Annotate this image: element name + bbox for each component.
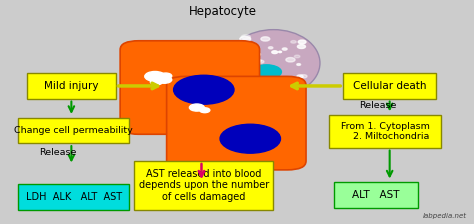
- Circle shape: [200, 108, 210, 113]
- FancyBboxPatch shape: [120, 41, 260, 134]
- Circle shape: [255, 86, 264, 90]
- Circle shape: [283, 48, 287, 50]
- Text: Release: Release: [359, 101, 397, 110]
- Circle shape: [268, 47, 273, 49]
- Circle shape: [291, 41, 296, 43]
- Circle shape: [252, 65, 282, 79]
- FancyBboxPatch shape: [334, 182, 418, 208]
- Circle shape: [286, 58, 295, 62]
- Circle shape: [293, 77, 297, 80]
- Circle shape: [245, 78, 248, 80]
- Circle shape: [244, 69, 254, 74]
- FancyBboxPatch shape: [329, 115, 441, 148]
- Circle shape: [257, 60, 264, 63]
- Text: LDH  ALK   ALT  AST: LDH ALK ALT AST: [26, 192, 122, 202]
- Circle shape: [238, 61, 245, 64]
- FancyBboxPatch shape: [18, 118, 129, 143]
- Circle shape: [220, 124, 281, 153]
- FancyBboxPatch shape: [343, 73, 436, 99]
- Circle shape: [273, 66, 276, 68]
- Text: Hepatocyte: Hepatocyte: [188, 5, 256, 18]
- Circle shape: [275, 85, 283, 89]
- Circle shape: [145, 71, 165, 81]
- Circle shape: [257, 60, 261, 62]
- Circle shape: [150, 79, 163, 85]
- Circle shape: [278, 81, 283, 84]
- Circle shape: [237, 44, 246, 48]
- Circle shape: [288, 77, 298, 82]
- Circle shape: [241, 35, 250, 39]
- Circle shape: [245, 61, 256, 66]
- Circle shape: [247, 62, 250, 64]
- Circle shape: [240, 37, 251, 42]
- Circle shape: [257, 70, 265, 75]
- Circle shape: [261, 37, 270, 41]
- Circle shape: [239, 72, 249, 77]
- Circle shape: [288, 84, 294, 87]
- Circle shape: [253, 84, 258, 87]
- Text: Cellular death: Cellular death: [353, 81, 427, 91]
- Circle shape: [294, 55, 300, 58]
- Circle shape: [297, 75, 303, 78]
- FancyBboxPatch shape: [18, 184, 129, 210]
- Circle shape: [272, 51, 278, 54]
- Ellipse shape: [227, 30, 320, 96]
- Circle shape: [300, 75, 307, 78]
- Circle shape: [271, 77, 282, 82]
- Text: AST released into blood
depends upon the number
of cells damaged: AST released into blood depends upon the…: [139, 169, 269, 202]
- Circle shape: [249, 81, 253, 82]
- Text: Release: Release: [39, 148, 76, 157]
- Circle shape: [160, 73, 172, 79]
- Circle shape: [279, 51, 282, 53]
- Text: labpedia.net: labpedia.net: [422, 213, 466, 219]
- Circle shape: [297, 64, 301, 65]
- Circle shape: [173, 75, 234, 104]
- Circle shape: [157, 76, 172, 83]
- FancyBboxPatch shape: [167, 76, 306, 170]
- Text: ALT   AST: ALT AST: [352, 190, 400, 200]
- Text: Mild injury: Mild injury: [44, 81, 99, 91]
- Circle shape: [240, 54, 246, 57]
- Circle shape: [255, 53, 261, 56]
- Circle shape: [190, 104, 204, 111]
- Circle shape: [251, 65, 261, 69]
- Text: Change cell permeability: Change cell permeability: [14, 126, 133, 135]
- FancyBboxPatch shape: [134, 161, 273, 210]
- FancyBboxPatch shape: [27, 73, 116, 99]
- Circle shape: [298, 40, 306, 44]
- Circle shape: [261, 73, 271, 78]
- Circle shape: [297, 45, 306, 49]
- Circle shape: [256, 82, 265, 86]
- Text: From 1. Cytoplasm
    2. Miltochondria: From 1. Cytoplasm 2. Miltochondria: [341, 122, 429, 141]
